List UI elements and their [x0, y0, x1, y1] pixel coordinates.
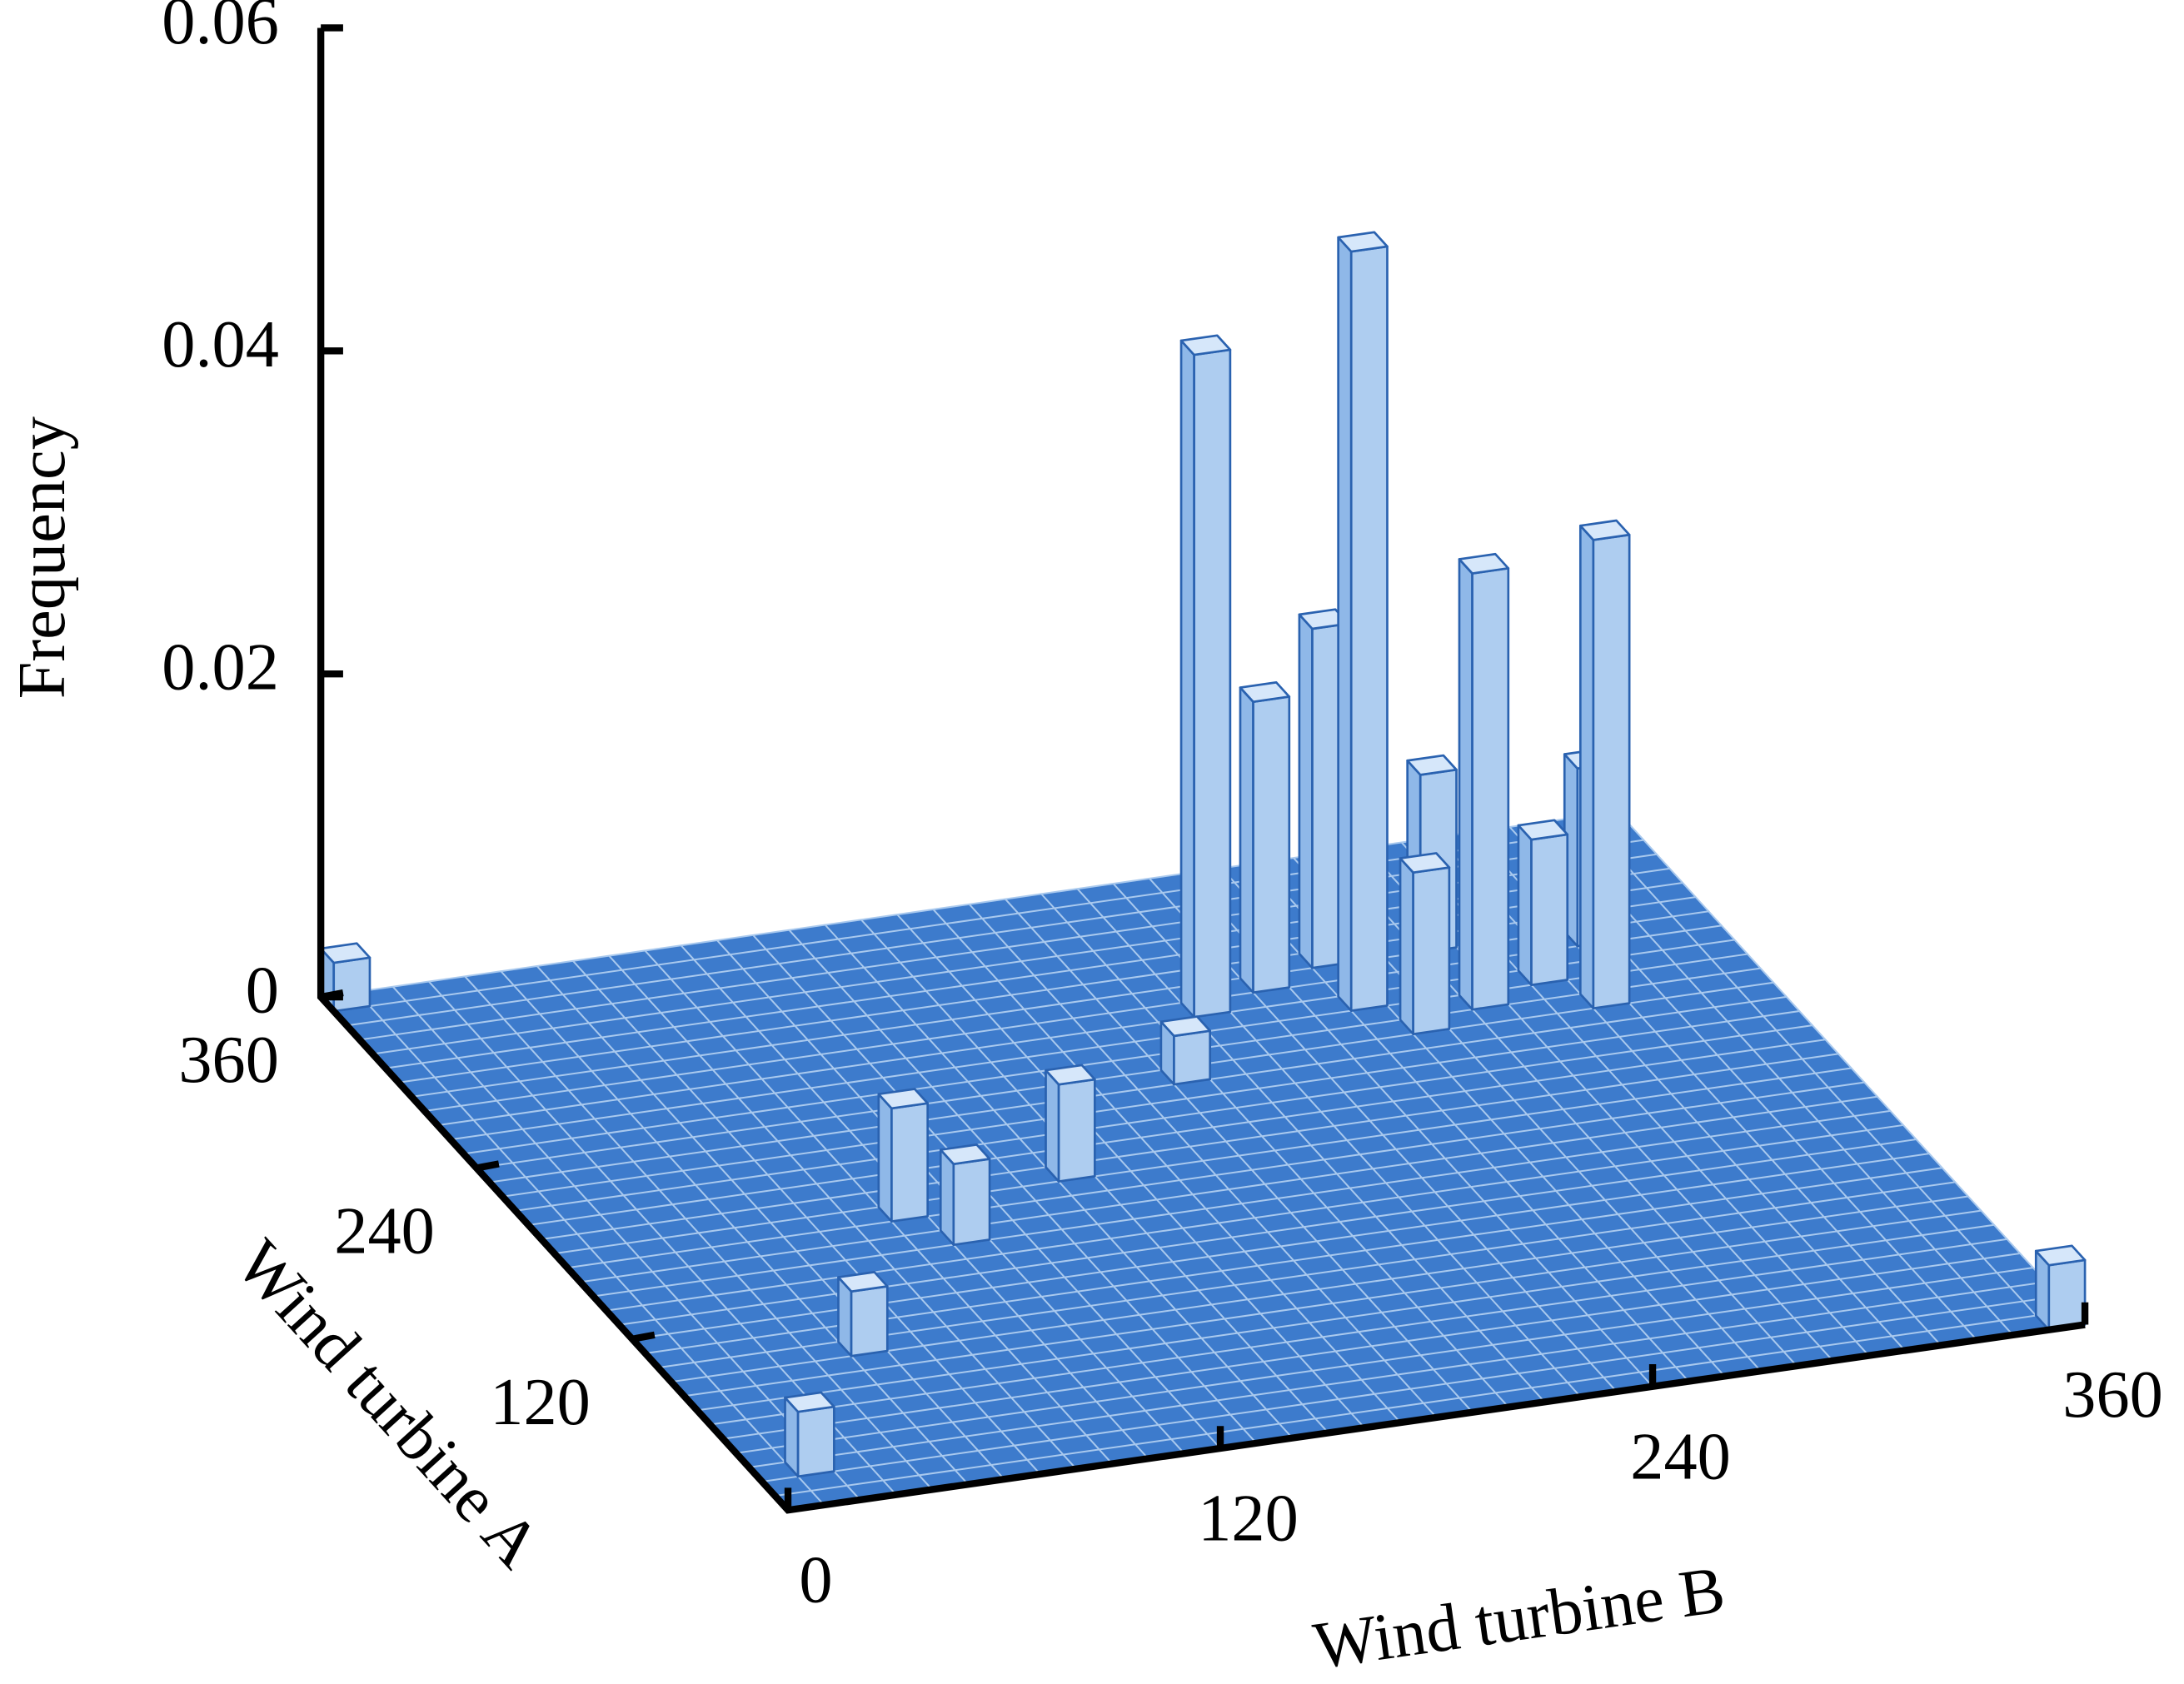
z-tick-label: 0.02	[162, 630, 279, 705]
z-axis-label: Frequency	[5, 416, 79, 699]
x-axis-label: Wind turbine B	[1309, 1552, 1729, 1683]
bar-front	[1057, 1078, 1096, 1183]
y-tick-label: 360	[178, 1023, 279, 1097]
z-tick-label: 0.04	[162, 307, 279, 381]
bar	[837, 1271, 889, 1358]
bar-front	[1592, 533, 1631, 1010]
bar-front	[2047, 1258, 2087, 1332]
bar	[1578, 519, 1631, 1010]
bar	[1239, 681, 1291, 994]
bar-side	[1179, 339, 1195, 1019]
bar-top	[877, 1088, 930, 1110]
x-tick-label: 360	[2062, 1358, 2163, 1432]
bar-top	[1578, 519, 1631, 541]
bar-side	[939, 1148, 955, 1246]
bar-side	[877, 1093, 893, 1223]
bar	[1045, 1064, 1096, 1183]
bar-top	[939, 1143, 991, 1166]
bar	[1159, 1015, 1212, 1086]
floor-cell-line	[1617, 810, 2086, 1326]
bar-front	[1412, 866, 1451, 1035]
floor-cell-line	[1437, 836, 1906, 1352]
bar-side	[1045, 1069, 1060, 1183]
bar-top	[1458, 552, 1510, 575]
bar-front	[850, 1285, 889, 1358]
bar-front	[1193, 348, 1232, 1019]
bar-top	[2034, 1244, 2087, 1267]
y-tick-label: 240	[334, 1194, 435, 1268]
bar-top	[837, 1271, 889, 1293]
bar-top	[1239, 681, 1291, 704]
bar-top	[1517, 819, 1569, 841]
bar-top	[784, 1391, 835, 1413]
x-tick-label: 0	[799, 1543, 832, 1617]
bar-top	[1399, 852, 1451, 874]
bar-front	[890, 1102, 930, 1223]
bar-top	[1179, 334, 1232, 356]
bar-side	[1517, 824, 1533, 987]
bar-top	[1337, 231, 1389, 253]
bar-side	[1337, 236, 1353, 1012]
bar	[1337, 231, 1389, 1012]
bar-top	[1298, 608, 1350, 630]
y-tick	[631, 1331, 656, 1343]
y-tick	[476, 1160, 500, 1172]
bar	[877, 1088, 930, 1223]
bar-top	[1045, 1064, 1096, 1086]
bar	[1458, 552, 1510, 1011]
bar-side	[1458, 558, 1473, 1011]
axis-line	[317, 27, 2086, 1514]
x-tick-label: 240	[1630, 1419, 1731, 1493]
bar-side	[1578, 524, 1595, 1010]
bar-front	[1252, 695, 1291, 994]
bar-front	[332, 956, 371, 1013]
z-tick-label: 0	[246, 954, 279, 1028]
bar	[939, 1143, 991, 1246]
bar-top	[1159, 1015, 1212, 1038]
bar	[2034, 1244, 2087, 1332]
bar	[1517, 819, 1569, 987]
floor-cell-line	[1581, 815, 2050, 1331]
bar-top	[1406, 754, 1458, 776]
bar-front	[952, 1158, 991, 1246]
bar-side	[1239, 686, 1254, 994]
bar-front	[1349, 245, 1389, 1012]
bar-front	[1173, 1029, 1212, 1086]
z-tick-label: 0.06	[162, 0, 279, 58]
bar-front	[1530, 833, 1569, 987]
floor-cell-line	[320, 810, 1618, 999]
bar-top	[319, 942, 371, 964]
bar-side	[1298, 613, 1314, 969]
x-tick-label: 120	[1198, 1482, 1299, 1556]
bar-front	[796, 1405, 835, 1478]
bar	[1399, 852, 1451, 1035]
y-tick-label: 120	[490, 1365, 591, 1439]
bar-side	[1399, 857, 1414, 1035]
bar-front	[1471, 567, 1510, 1011]
bar	[784, 1391, 835, 1478]
bar	[1179, 334, 1232, 1019]
y-tick	[320, 989, 344, 1001]
